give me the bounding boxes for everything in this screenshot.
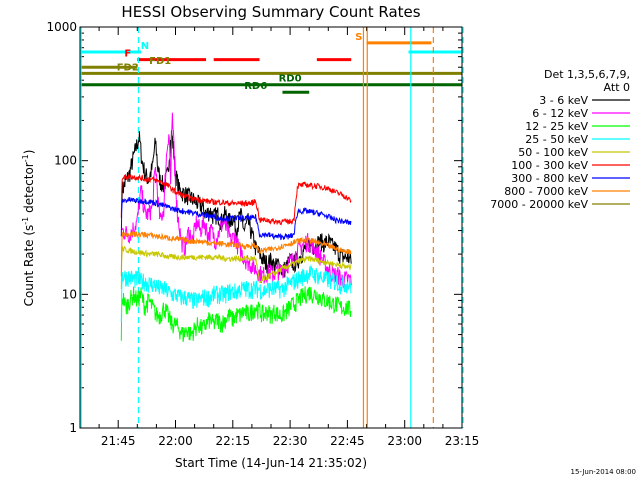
y-axis-label-sup-2: -1 bbox=[21, 154, 30, 162]
x-tick-label: 23:00 bbox=[387, 434, 422, 448]
series-line-4 bbox=[120, 245, 352, 289]
y-axis-label-part-1: Count Rate (s bbox=[22, 225, 36, 307]
legend-label-3: 25 - 50 keV bbox=[525, 133, 588, 146]
series-line-7 bbox=[120, 229, 352, 277]
chart-title: HESSI Observing Summary Count Rates bbox=[121, 3, 420, 21]
legend-header-attenuator: Att 0 bbox=[604, 81, 630, 94]
series-line-6 bbox=[120, 197, 352, 241]
x-tick-label: 22:30 bbox=[273, 434, 308, 448]
legend-header-detectors: Det 1,3,5,6,7,9, bbox=[544, 68, 630, 81]
legend-label-0: 3 - 6 keV bbox=[539, 94, 588, 107]
y-axis-label-part-3: ) bbox=[22, 150, 36, 155]
series-line-2 bbox=[120, 286, 352, 342]
x-axis-label: Start Time (14-Jun-14 21:35:02) bbox=[175, 456, 367, 470]
x-tick-label: 22:45 bbox=[330, 434, 365, 448]
legend-label-8: 7000 - 20000 keV bbox=[490, 198, 588, 211]
axis-ticks bbox=[79, 26, 463, 429]
x-tick-label: 21:45 bbox=[101, 434, 136, 448]
flag-label-f: F bbox=[124, 49, 131, 60]
x-tick-label: 22:00 bbox=[158, 434, 193, 448]
generation-timestamp: 15-Jun-2014 08:00 bbox=[571, 468, 637, 476]
y-tick-label: 1 bbox=[69, 421, 77, 435]
y-tick-label: 100 bbox=[54, 154, 77, 168]
y-tick-label: 10 bbox=[62, 287, 77, 301]
flag-label-fd2: FD2 bbox=[117, 62, 139, 73]
flag-label-rd6: RD6 bbox=[244, 81, 267, 92]
legend-label-7: 800 - 7000 keV bbox=[504, 185, 588, 198]
tick-labels: 1 10 100 1000 21:45 22:00 22:15 22:30 22:45 23:00… bbox=[46, 20, 479, 448]
series-line-3 bbox=[120, 264, 352, 323]
y-axis-label: Count Rate (s-1 detector-1) bbox=[21, 150, 36, 307]
legend-label-4: 50 - 100 keV bbox=[518, 146, 588, 159]
y-axis-label-part-2: detector bbox=[22, 162, 36, 217]
x-tick-label: 22:15 bbox=[216, 434, 251, 448]
series-lines bbox=[120, 112, 352, 342]
plot-frame bbox=[79, 26, 463, 429]
flag-label-s: S bbox=[355, 32, 362, 43]
series-line-5 bbox=[120, 173, 352, 226]
flag-label-fd1: FD1 bbox=[149, 56, 171, 67]
flag-label-rd0: RD0 bbox=[279, 74, 302, 85]
legend-label-5: 100 - 300 keV bbox=[511, 159, 588, 172]
legend-label-1: 6 - 12 keV bbox=[532, 107, 588, 120]
legend-label-2: 12 - 25 keV bbox=[525, 120, 588, 133]
flag-label-n: N bbox=[141, 41, 149, 52]
status-flags: NF S FD1 FD2 RD0 RD6 bbox=[80, 32, 462, 94]
y-tick-label: 1000 bbox=[46, 20, 77, 34]
legend-label-6: 300 - 800 keV bbox=[511, 172, 588, 185]
y-axis-label-sup-1: -1 bbox=[21, 217, 30, 225]
x-tick-label: 23:15 bbox=[445, 434, 480, 448]
vertical-markers bbox=[80, 27, 464, 428]
